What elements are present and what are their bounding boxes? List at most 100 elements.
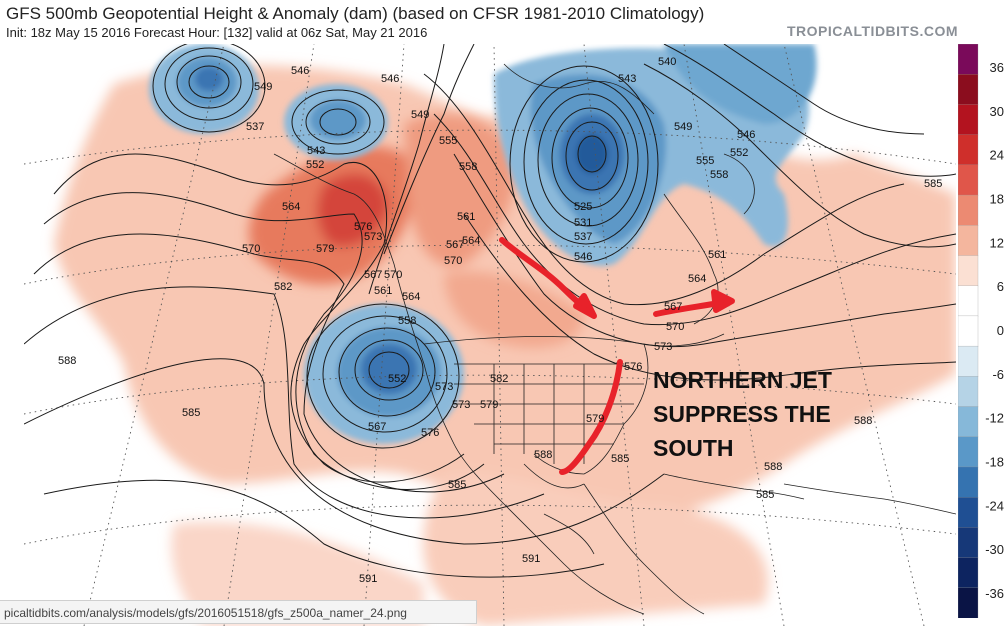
anomaly-colorbar: 36 30 24 18 12 6 0 -6 -12 -18 -24 -30 -36 (957, 43, 1006, 619)
height-contour-label: 573 (435, 381, 454, 393)
colorbar-tick-label: 18 (990, 192, 1004, 207)
colorbar-band (957, 497, 979, 529)
height-contour-label: 576 (624, 361, 643, 373)
colorbar-band (957, 74, 979, 106)
height-contour-label: 579 (316, 243, 335, 255)
colorbar-band (957, 255, 979, 287)
colorbar-band (957, 164, 979, 196)
height-contour-label: 573 (364, 231, 383, 243)
height-contour-label: 543 (307, 145, 326, 157)
colorbar-band (957, 406, 979, 438)
colorbar-tick-label: 36 (990, 60, 1004, 75)
height-contour-label: 546 (574, 251, 593, 263)
height-contour-label: 585 (924, 178, 943, 190)
height-contour-label: 546 (381, 73, 400, 85)
height-contour-label: 564 (402, 291, 421, 303)
height-contour-label: 561 (457, 211, 476, 223)
height-contour-label: 579 (586, 413, 605, 425)
height-contour-label: 561 (374, 285, 393, 297)
negative-anomaly-fill (149, 44, 817, 444)
strong-ridge-fill (248, 114, 584, 348)
colorbar-band (957, 345, 979, 377)
height-contour-label: 588 (58, 355, 77, 367)
height-contour-label: 552 (388, 373, 407, 385)
colorbar-band (957, 285, 979, 317)
colorbar-band (957, 225, 979, 257)
colorbar-tick-label: -12 (985, 411, 1004, 426)
colorbar-tick-label: 0 (997, 323, 1004, 338)
height-contour-label: 567 (446, 239, 465, 251)
map-svg (24, 44, 956, 626)
weather-map: 549 546 546 549 537 543 552 564 576 570 579 573 567 5… (24, 44, 956, 626)
height-contour-label: 567 (664, 301, 683, 313)
chart-subtitle: Init: 18z May 15 2016 Forecast Hour: [13… (6, 25, 428, 40)
colorbar-band (957, 527, 979, 559)
chart-title: GFS 500mb Geopotential Height & Anomaly … (6, 4, 705, 23)
colorbar-band (957, 315, 979, 347)
height-contour-label: 561 (708, 249, 727, 261)
colorbar-band (957, 104, 979, 136)
colorbar-tick-label: 6 (997, 279, 1004, 294)
colorbar-band (957, 194, 979, 226)
height-contour-label: 585 (756, 489, 775, 501)
site-brand[interactable]: TROPICALTIDBITS.COM (786, 23, 958, 39)
colorbar-band (957, 376, 979, 408)
coastlines (273, 63, 956, 615)
height-contour-label: 531 (574, 217, 593, 229)
height-contour-label: 549 (254, 81, 273, 93)
colorbar-band (957, 134, 979, 166)
height-contour-label: 543 (618, 73, 637, 85)
height-contour-label: 576 (421, 427, 440, 439)
colorbar-svg: 36 30 24 18 12 6 0 -6 -12 -18 -24 -30 -36 (957, 43, 1004, 619)
colorbar-tick-label: 12 (990, 235, 1004, 250)
height-contour-label: 558 (710, 169, 729, 181)
height-contour-label: 591 (522, 553, 541, 565)
height-contour-label: 525 (574, 201, 593, 213)
colorbar-band (957, 436, 979, 468)
height-contour-label: 570 (242, 243, 261, 255)
annotation-line-1: NORTHERN JET (653, 367, 832, 393)
height-contour-label: 537 (574, 231, 593, 243)
height-contour-label: 546 (737, 129, 756, 141)
colorbar-tick-label: -18 (985, 455, 1004, 470)
colorbar-tick-label: 30 (990, 104, 1004, 119)
annotation-line-3: SOUTH (653, 435, 734, 461)
colorbar-band (957, 557, 979, 589)
height-contour-label: 564 (688, 273, 707, 285)
height-contour-label: 570 (384, 269, 403, 281)
colorbar-band (957, 43, 979, 75)
height-contour-label: 567 (364, 269, 383, 281)
height-contour-label: 573 (452, 399, 471, 411)
height-contour-label: 573 (654, 341, 673, 353)
height-contour-label: 585 (182, 407, 201, 419)
annotation-arrows (499, 237, 735, 475)
height-contour-label: 549 (411, 109, 430, 121)
height-contour-label: 570 (666, 321, 685, 333)
height-contour-label: 549 (674, 121, 693, 133)
height-contour-label: 588 (854, 415, 873, 427)
height-contour-label: 558 (398, 315, 417, 327)
annotation-line-2: SUPPRESS THE (653, 401, 831, 427)
height-contour-label: 546 (291, 65, 310, 77)
height-contour-label: 585 (448, 479, 467, 491)
height-contour-label: 585 (611, 453, 630, 465)
height-contour-label: 564 (282, 201, 301, 213)
height-contour-label: 564 (462, 235, 481, 247)
colorbar-band (957, 587, 979, 619)
height-contour-label: 591 (359, 573, 378, 585)
graticule (24, 44, 956, 626)
height-contour-label: 588 (534, 449, 553, 461)
colorbar-band (957, 466, 979, 498)
height-contour-label: 555 (439, 135, 458, 147)
height-contour-label: 567 (368, 421, 387, 433)
height-contour-label: 540 (658, 56, 677, 68)
colorbar-tick-label: -6 (992, 367, 1004, 382)
colorbar-tick-label: -24 (985, 498, 1004, 513)
height-contour-label: 537 (246, 121, 265, 133)
annotation-text: NORTHERN JET SUPPRESS THE SOUTH (653, 363, 832, 465)
height-contour-label: 570 (444, 255, 463, 267)
height-contour-label: 558 (459, 161, 478, 173)
height-contour-label: 552 (306, 159, 325, 171)
height-contour-label: 555 (696, 155, 715, 167)
height-contour-label: 579 (480, 399, 499, 411)
